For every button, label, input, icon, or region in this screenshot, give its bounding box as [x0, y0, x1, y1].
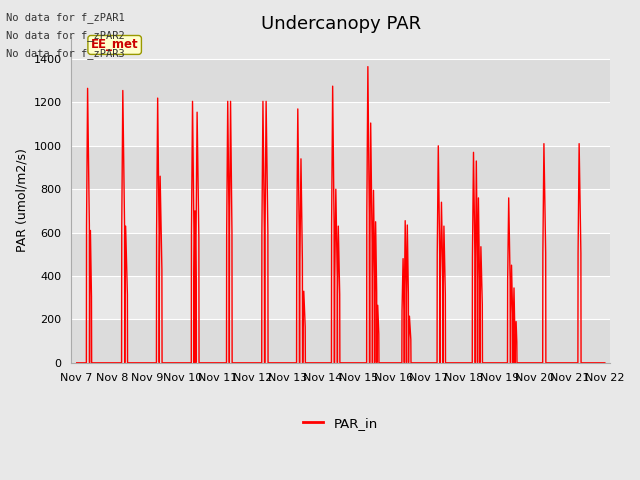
Bar	[72, 189, 610, 233]
Text: No data for f_zPAR1: No data for f_zPAR1	[6, 12, 125, 23]
Bar	[72, 276, 610, 319]
Text: EE_met: EE_met	[91, 38, 138, 51]
Bar	[72, 146, 610, 189]
Bar	[72, 59, 610, 102]
Title: Undercanopy PAR: Undercanopy PAR	[260, 15, 421, 33]
Legend: PAR_in: PAR_in	[298, 412, 383, 435]
Bar	[72, 319, 610, 363]
Text: No data for f_zPAR2: No data for f_zPAR2	[6, 30, 125, 41]
Bar	[72, 233, 610, 276]
Y-axis label: PAR (umol/m2/s): PAR (umol/m2/s)	[15, 148, 28, 252]
Bar	[72, 102, 610, 146]
Text: No data for f_zPAR3: No data for f_zPAR3	[6, 48, 125, 60]
